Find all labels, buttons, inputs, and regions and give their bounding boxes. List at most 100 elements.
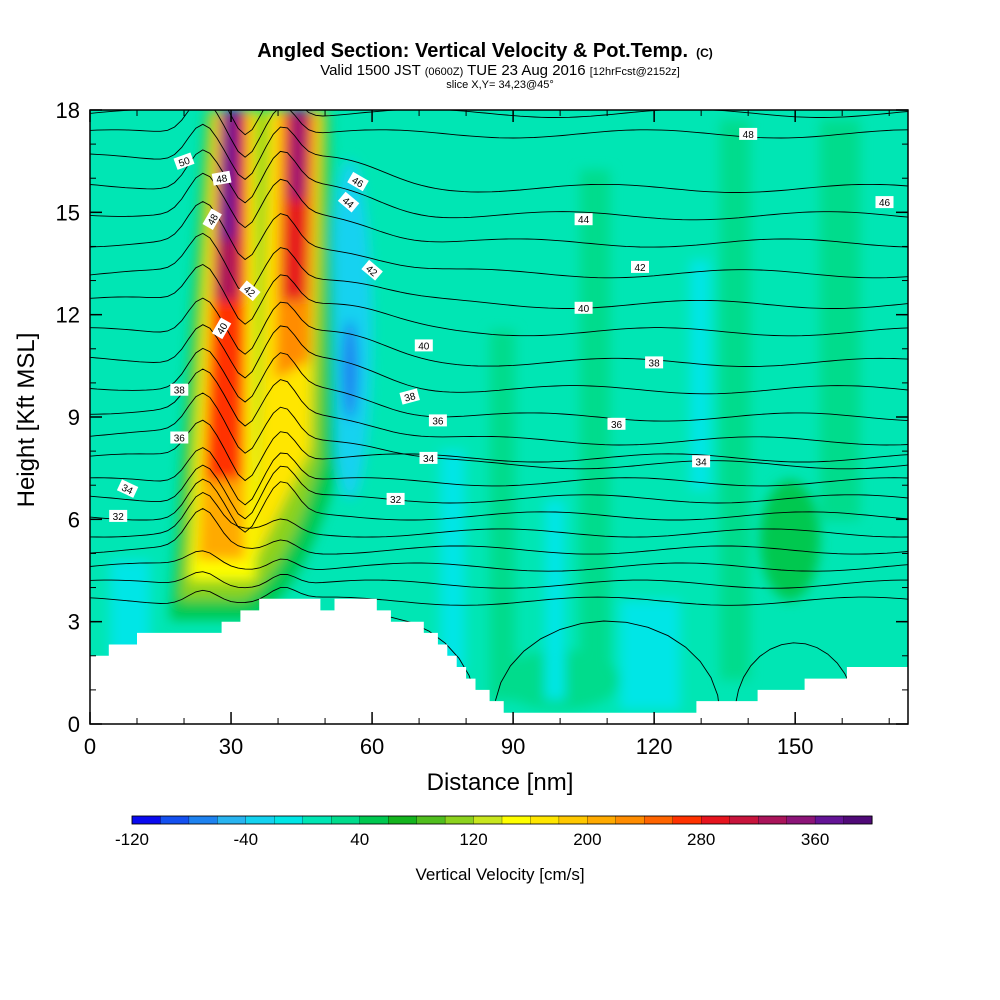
- contour-label-box: [414, 339, 433, 352]
- contour-label-text: 32: [113, 512, 125, 523]
- field-band-green: [490, 330, 515, 700]
- field-updraft-plume: [282, 110, 312, 300]
- y-tick-label: 18: [56, 98, 80, 123]
- contour-label: 34: [419, 451, 438, 465]
- contour-label-box: [173, 152, 195, 170]
- colorbar-swatch: [131, 815, 162, 825]
- theta-contour-line: [90, 172, 908, 248]
- contour-label-text: 42: [634, 263, 646, 274]
- x-axis-label: Distance [nm]: [427, 769, 574, 796]
- colorbar-swatch: [672, 815, 702, 825]
- contour-label-box: [202, 208, 222, 230]
- colorbar-swatch: [387, 815, 418, 825]
- contour-label: 38: [645, 356, 664, 369]
- contour-label-text: 38: [403, 391, 417, 405]
- colorbar-swatch: [444, 815, 475, 825]
- contour-label-text: 40: [578, 304, 590, 315]
- theta-contour-line: [90, 110, 908, 136]
- contour-label-box: [419, 451, 438, 464]
- contour-label: 44: [574, 213, 593, 226]
- colorbar: -120 -40 40 120 200 280 360: [115, 815, 873, 849]
- colorbar-tick-label: -120: [115, 830, 149, 849]
- field-blob-green: [760, 480, 820, 600]
- theta-contour-line: [494, 620, 721, 714]
- x-axis: 0 30 60 90 120 150: [84, 110, 890, 759]
- contour-label-box: [361, 259, 383, 281]
- potential-temperature-contours: [90, 110, 908, 714]
- contour-label-box: [337, 191, 360, 213]
- contour-label-box: [739, 127, 758, 140]
- colorbar-swatch: [359, 815, 389, 825]
- field-band-green: [580, 170, 610, 690]
- colorbar-swatch: [188, 815, 218, 825]
- contour-label: 40: [414, 339, 433, 352]
- theta-contour-line: [90, 464, 908, 520]
- y-axis-label: Height [Kft MSL]: [13, 333, 40, 508]
- contour-label-box: [645, 356, 664, 369]
- x-tick-label: 120: [636, 734, 673, 759]
- contour-label-box: [109, 509, 128, 522]
- colorbar-tick-label: 40: [350, 830, 369, 849]
- y-tick-label: 12: [56, 303, 80, 328]
- contour-label-text: 38: [174, 386, 186, 397]
- contour-label: 34: [116, 479, 139, 498]
- field-band-cyan: [690, 260, 710, 490]
- y-tick-label: 15: [56, 200, 80, 225]
- theta-contour-line: [90, 368, 908, 446]
- contour-label-box: [347, 171, 369, 192]
- contour-label-box: [574, 301, 593, 314]
- contour-label-text: 40: [215, 321, 230, 337]
- colorbar-swatch: [416, 815, 446, 825]
- contour-label-text: 36: [432, 416, 444, 427]
- colorbar-swatch: [701, 815, 731, 825]
- contour-label-text: 48: [215, 173, 228, 186]
- contour-label: 46: [347, 171, 369, 192]
- theta-contour-line: [90, 347, 908, 422]
- theta-contour-line: [90, 419, 908, 482]
- contour-label: 40: [574, 301, 593, 315]
- contour-label-text: 36: [174, 434, 186, 445]
- contour-label-box: [211, 317, 232, 340]
- colorbar-swatch: [814, 815, 845, 825]
- colorbar-swatch: [729, 815, 759, 825]
- field-band-cyan: [545, 500, 565, 700]
- contour-label-box: [386, 492, 405, 505]
- contour-label-box: [631, 260, 649, 273]
- contour-label-text: 46: [350, 175, 366, 190]
- contour-label: 36: [428, 414, 447, 427]
- contour-label-text: 32: [390, 495, 402, 506]
- theta-contour-line: [90, 571, 908, 589]
- field-band-cyan: [620, 600, 680, 710]
- colorbar-swatch: [160, 815, 190, 825]
- theta-contour-line: [90, 587, 908, 606]
- colorbar-tick-label: -40: [234, 830, 259, 849]
- contour-label-text: 38: [649, 358, 661, 369]
- contour-label-box: [574, 213, 593, 226]
- contour-label: 38: [170, 383, 189, 397]
- theta-contour-line: [90, 110, 908, 158]
- y-tick-label: 6: [68, 507, 80, 532]
- contour-label-box: [170, 431, 189, 444]
- y-tick-label: 3: [68, 610, 80, 635]
- contour-label-text: 48: [743, 130, 755, 141]
- colorbar-tick-label: 120: [459, 830, 487, 849]
- colorbar-swatch: [587, 815, 617, 825]
- contour-label-box: [116, 479, 139, 498]
- colorbar-tick-label: 200: [573, 830, 601, 849]
- colorbar-swatch: [558, 815, 588, 825]
- contour-label-text: 44: [578, 215, 590, 226]
- contour-label-box: [607, 417, 626, 430]
- contour-label-text: 34: [423, 454, 435, 465]
- slice-info: slice X,Y= 34,23@45°: [446, 79, 554, 91]
- theta-contour-line: [90, 392, 908, 470]
- contour-label: 40: [211, 317, 232, 340]
- contour-label-text: 48: [206, 212, 221, 228]
- x-tick-label: 30: [219, 734, 243, 759]
- contour-label-text: 34: [696, 457, 708, 468]
- theta-contour-line: [90, 324, 908, 395]
- colorbar-swatch: [501, 815, 532, 825]
- chart-subtitle: Valid 1500 JST (0600Z) TUE 23 Aug 2016 […: [320, 62, 680, 79]
- contour-label-text: 50: [177, 155, 192, 169]
